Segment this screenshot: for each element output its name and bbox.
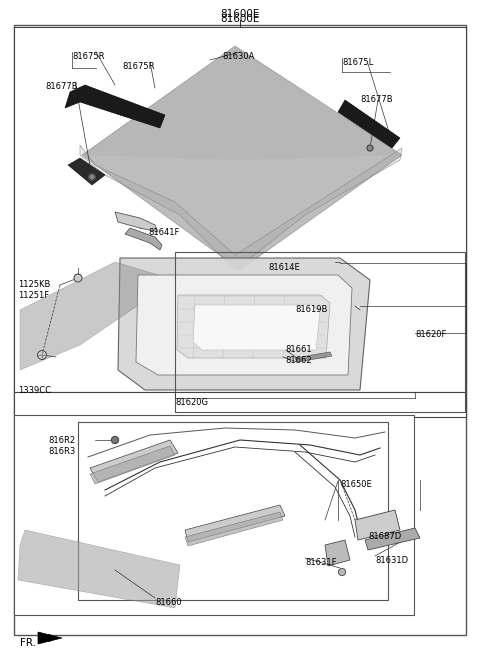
Bar [175,252,465,412]
Text: 81661: 81661 [285,345,312,354]
Bar [78,422,388,600]
Text: 81631F: 81631F [305,558,336,567]
Polygon shape [325,540,350,566]
Circle shape [37,350,47,359]
Polygon shape [90,440,178,482]
Text: 81600E: 81600E [220,14,260,24]
Polygon shape [136,275,352,375]
Polygon shape [185,505,285,542]
Text: FR.: FR. [20,638,36,648]
Polygon shape [118,258,370,390]
Text: 81619B: 81619B [295,305,327,314]
Polygon shape [82,46,402,270]
Text: 81675R: 81675R [72,52,105,61]
Polygon shape [18,530,180,608]
Text: 81641F: 81641F [148,228,180,237]
Text: 81677B: 81677B [45,82,78,91]
Text: 81630A: 81630A [222,52,254,61]
Text: 81675R: 81675R [122,62,155,71]
Polygon shape [20,262,175,370]
Circle shape [74,274,82,282]
Bar [14,27,466,392]
Polygon shape [295,352,332,362]
Polygon shape [355,510,400,540]
Bar [14,415,414,615]
Polygon shape [338,100,400,148]
Circle shape [367,145,373,151]
Text: 816R2: 816R2 [48,436,75,445]
Polygon shape [82,46,402,160]
Polygon shape [90,446,175,484]
Text: 81600E: 81600E [220,9,260,19]
Text: 81631D: 81631D [375,556,408,565]
Text: 81662: 81662 [285,356,312,365]
Polygon shape [38,632,62,644]
Text: 81614E: 81614E [268,263,300,272]
Text: 11251F: 11251F [18,291,49,300]
Text: 1339CC: 1339CC [18,386,51,395]
Polygon shape [125,228,162,250]
Bar [14,392,466,417]
Text: 81620F: 81620F [415,330,446,339]
Polygon shape [80,145,402,270]
Text: 816R3: 816R3 [48,447,75,456]
Polygon shape [365,528,420,550]
Text: 81660: 81660 [155,598,181,607]
Text: 81687D: 81687D [368,532,401,541]
Circle shape [111,436,119,443]
Text: 81620G: 81620G [175,398,208,407]
Circle shape [89,174,95,180]
Text: 1125KB: 1125KB [18,280,50,289]
Polygon shape [193,305,320,350]
Polygon shape [177,295,330,358]
Circle shape [338,569,346,575]
Polygon shape [65,85,165,128]
Polygon shape [185,512,283,546]
Text: 81650E: 81650E [340,480,372,489]
Text: 81675L: 81675L [342,58,373,67]
Text: 81677B: 81677B [360,95,393,104]
Polygon shape [68,158,105,185]
Polygon shape [115,212,158,232]
